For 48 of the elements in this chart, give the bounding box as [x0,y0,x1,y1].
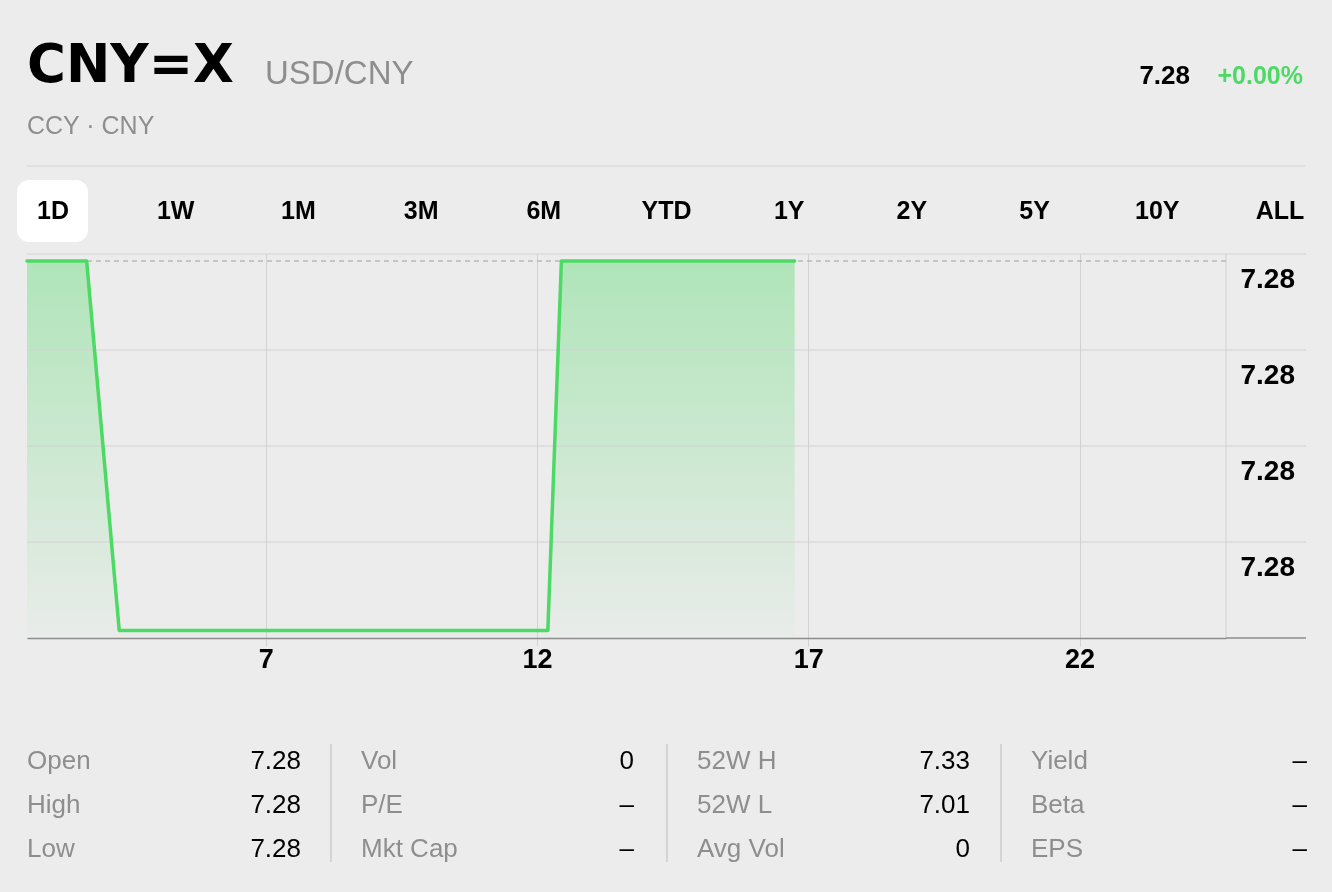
text: 1D [37,196,69,224]
text: 52W L [697,789,773,819]
text: 0 [619,745,634,775]
text: YTD [641,196,692,224]
text: Mkt Cap [361,833,458,863]
text: 7.28 [1240,551,1295,582]
text: 7.28 [1240,455,1295,486]
text: 6M [526,196,562,224]
text: 7.33 [919,745,970,775]
text: 7.28 [250,745,301,775]
x-tick-label: 7 [258,643,274,674]
text: Avg Vol [697,833,785,863]
text: +0.00% [1217,61,1303,89]
text: Beta [1031,789,1086,819]
text: 5Y [1019,196,1051,224]
text: 0 [955,833,970,863]
text: – [619,789,635,819]
text: Vol [361,745,398,775]
chart-title: CNY=X [27,33,234,94]
text: EPS [1031,833,1084,863]
text: – [619,833,635,863]
chart-subtitle: USD/CNY [265,54,414,91]
text: 7.28 [1240,359,1295,390]
text: 52W H [697,745,777,775]
x-tick-label: 22 [1064,643,1096,674]
text: 7.28 [1139,60,1190,90]
text: 1Y [773,196,805,224]
text: P/E [361,789,403,819]
text: – [1292,833,1308,863]
text: High [27,789,81,819]
text: 1M [281,196,316,224]
text: 7.28 [250,789,301,819]
text: 2Y [896,196,928,224]
text: – [1292,745,1308,775]
text: 10Y [1135,196,1180,224]
text: 7.01 [919,789,970,819]
text: Open [27,745,91,775]
text: – [1292,789,1308,819]
text: 7.28 [250,833,301,863]
x-tick-label: 12 [522,643,553,674]
x-tick-label: 17 [793,643,824,674]
text: CCY · CNY [27,111,155,139]
text: 7.28 [1240,263,1295,294]
text: Low [27,833,75,863]
text: Yield [1031,745,1088,775]
text: 1W [156,196,195,224]
text: ALL [1255,196,1305,224]
text: 3M [403,196,439,224]
